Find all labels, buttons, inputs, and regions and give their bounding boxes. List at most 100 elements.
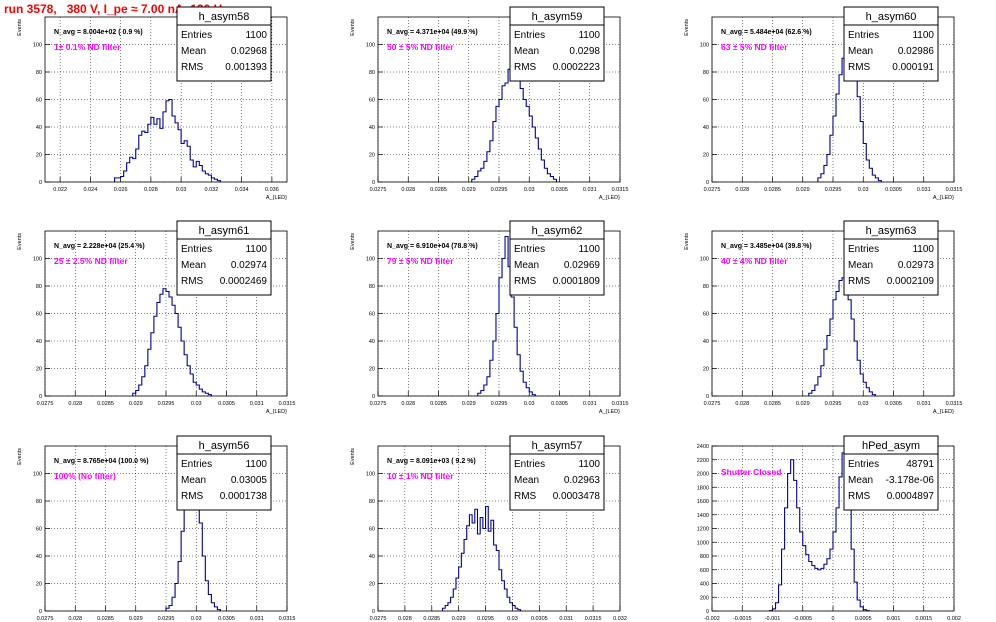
y-tick-label: 0 <box>372 394 375 400</box>
stats-box-frame <box>509 435 605 511</box>
y-tick-label: 60 <box>36 312 42 318</box>
y-tick-label: 400 <box>700 582 709 588</box>
filter-label: 63 ± 5% ND filter <box>721 42 788 52</box>
stats-entries-value: 1100 <box>245 459 267 470</box>
x-tick-label: 0.029 <box>462 187 476 193</box>
x-tick-label: 0.031 <box>250 401 264 407</box>
stats-rms-value: 0.000191 <box>892 62 934 73</box>
x-axis-title: A_{LED} <box>266 409 287 415</box>
y-tick-label: 60 <box>369 527 375 533</box>
x-tick-label: 0.0295 <box>158 616 175 622</box>
stats-entries-label: Entries <box>514 30 545 41</box>
x-tick-label: -0.001 <box>765 616 781 622</box>
x-tick-label: -0.0005 <box>793 616 812 622</box>
x-tick-label: 0.03 <box>191 616 202 622</box>
stats-rms-label: RMS <box>514 276 537 287</box>
y-tick-label: 20 <box>36 582 42 588</box>
x-tick-label: 0.03 <box>858 401 869 407</box>
histogram-panel-h_asym57: 0.0275 0.028 0.0285 0.029 0.0295 0.03 0.0305 0.… <box>350 435 627 622</box>
n-avg-label: N_avg = 5.484e+04 (62.6 %) <box>721 29 812 36</box>
x-tick-label: 0.0305 <box>551 187 568 193</box>
x-tick-label: 0.03 <box>176 187 187 193</box>
x-tick-label: 0.031 <box>917 401 931 407</box>
y-tick-label: 1200 <box>697 527 709 533</box>
x-tick-label: 0.0285 <box>423 616 440 622</box>
x-tick-label: 0.0275 <box>704 187 721 193</box>
stats-rms-value: 0.001393 <box>225 62 267 73</box>
x-tick-label: 0.0275 <box>370 401 387 407</box>
stats-entries-label: Entries <box>848 30 879 41</box>
x-tick-label: 0.028 <box>401 401 415 407</box>
histogram-line <box>114 98 221 182</box>
x-tick-label: 0.031 <box>583 187 597 193</box>
stats-entries-label: Entries <box>181 244 212 255</box>
stats-mean-value: 0.02973 <box>898 260 935 271</box>
stats-rms-value: 0.0003478 <box>553 491 601 502</box>
stats-entries-value: 1100 <box>245 244 267 255</box>
x-axis-title: A_{LED} <box>933 409 954 415</box>
y-tick-label: 1400 <box>697 513 709 519</box>
n-avg-label: N_avg = 2.228e+04 (25.4 %) <box>54 243 145 250</box>
x-tick-label: 0.031 <box>250 616 264 622</box>
histogram-line <box>808 277 876 396</box>
histogram-panel-h_asym61: 0.0275 0.028 0.0285 0.029 0.0295 0.03 0.0305 0.… <box>17 220 296 415</box>
y-tick-label: 40 <box>36 554 42 560</box>
stats-box: hPed_asym Entries 48791 Mean -3.178e-06 RMS 0.… <box>843 435 939 511</box>
stats-rms-label: RMS <box>181 276 204 287</box>
y-tick-label: 40 <box>36 125 42 131</box>
y-tick-label: 100 <box>366 257 375 263</box>
stats-mean-label: Mean <box>848 46 873 57</box>
y-tick-label: 20 <box>36 367 42 373</box>
histogram-name: hPed_asym <box>862 440 920 452</box>
stats-entries-value: 1100 <box>578 30 600 41</box>
stats-entries-value: 1100 <box>245 30 267 41</box>
filter-label: 79 ± 5% ND filter <box>387 256 454 266</box>
filter-label: 1± 0.1% ND filter <box>54 42 121 52</box>
x-tick-label: 0.029 <box>796 401 810 407</box>
x-tick-label: 0.0285 <box>430 401 447 407</box>
x-tick-label: 0.0275 <box>704 401 721 407</box>
histogram-panel-h_asym60: 0.0275 0.028 0.0285 0.029 0.0295 0.03 0.0305 0.… <box>684 6 962 201</box>
x-tick-label: 0.031 <box>917 187 931 193</box>
stats-box-frame <box>176 435 272 511</box>
stats-mean-label: Mean <box>514 260 539 271</box>
x-tick-label: 0.0315 <box>279 401 296 407</box>
stats-entries-value: 48791 <box>906 459 934 470</box>
stats-mean-value: 0.0298 <box>569 46 600 57</box>
x-tick-label: 0.0295 <box>491 187 508 193</box>
stats-rms-label: RMS <box>514 62 537 73</box>
x-tick-label: 0.0015 <box>915 616 932 622</box>
y-axis-title: Events <box>350 233 356 250</box>
y-tick-label: 40 <box>369 125 375 131</box>
y-tick-label: 100 <box>700 257 709 263</box>
stats-entries-value: 1100 <box>912 244 934 255</box>
stats-rms-label: RMS <box>181 62 204 73</box>
x-tick-label: 0.029 <box>452 616 466 622</box>
x-tick-label: 0.0285 <box>97 401 114 407</box>
stats-box: h_asym63 Entries 1100 Mean 0.02973 RMS 0.00021… <box>843 220 939 296</box>
x-tick-label: 0.031 <box>583 401 597 407</box>
y-tick-label: 20 <box>703 153 709 159</box>
stats-entries-label: Entries <box>181 459 212 470</box>
stats-rms-label: RMS <box>848 276 871 287</box>
stats-mean-label: Mean <box>848 475 873 486</box>
x-tick-label: 0.0315 <box>946 401 963 407</box>
x-tick-label: 0.001 <box>887 616 901 622</box>
stats-rms-label: RMS <box>848 62 871 73</box>
y-axis-title: Events <box>17 233 23 250</box>
y-tick-label: 100 <box>33 43 42 49</box>
y-tick-label: 2000 <box>697 472 709 478</box>
x-tick-label: 0.028 <box>68 616 82 622</box>
y-tick-label: 40 <box>703 339 709 345</box>
histogram-line <box>768 452 870 612</box>
histogram-name: h_asym63 <box>866 225 917 237</box>
x-tick-label: 0.026 <box>114 187 128 193</box>
x-tick-label: 0.036 <box>265 187 279 193</box>
x-tick-label: 0.034 <box>235 187 249 193</box>
x-tick-label: 0.028 <box>398 616 412 622</box>
y-tick-label: 80 <box>369 70 375 76</box>
y-tick-label: 0 <box>39 394 42 400</box>
histogram-line <box>132 288 212 396</box>
x-tick-label: 0.031 <box>559 616 573 622</box>
x-tick-label: 0.0285 <box>764 401 781 407</box>
